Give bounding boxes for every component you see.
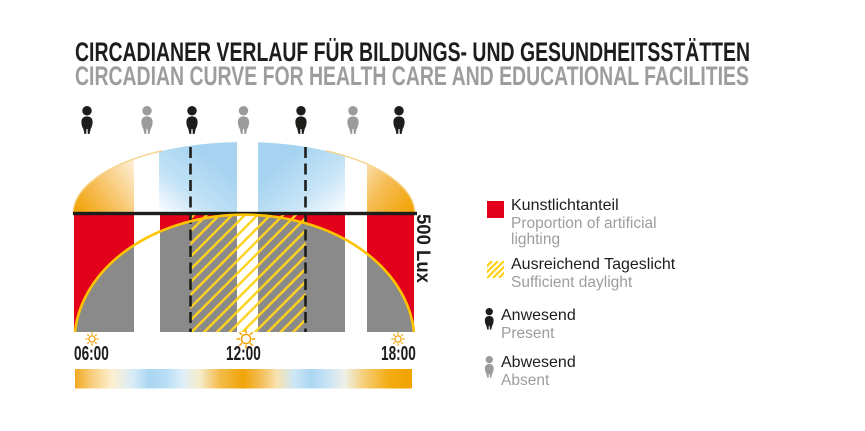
legend: Kunstlichtanteil Proportion of artificia… [483, 195, 763, 405]
x-tick-1200: 12:00 [226, 343, 261, 365]
sun-icon [85, 332, 99, 346]
presence-icon-absent [237, 106, 250, 134]
threshold-label: 500 Lux [412, 214, 434, 283]
legend-label-sufficient-daylight: Ausreichend Tageslicht [511, 256, 676, 273]
presence-icon-present [393, 106, 405, 134]
presence-icon-absent [347, 106, 359, 134]
time-of-day-gradient-bar [75, 369, 412, 389]
daylight-curve [73, 213, 416, 333]
legend-sublabel-sufficient-daylight: Sufficient daylight [511, 274, 633, 291]
legend-label-absent: Abwesend [501, 354, 576, 371]
page-title-german: CIRCADIANER VERLAUF FÜR BILDUNGS- UND GE… [75, 37, 750, 67]
x-tick-1800: 18:00 [381, 343, 416, 365]
sky-gradient-area [73, 142, 415, 214]
legend-label-artificial-light: Kunstlichtanteil [511, 197, 619, 214]
presence-icon-present [295, 106, 307, 134]
legend-label-present: Anwesend [501, 307, 576, 324]
absent-gap-1 [134, 213, 160, 332]
presence-icon-absent [141, 106, 153, 134]
legend-sublabel-absent: Absent [501, 372, 550, 389]
x-tick-0600: 06:00 [74, 343, 109, 365]
legend-swatch-sufficient-daylight [487, 261, 504, 278]
outer-arc-edge-right [325, 150, 416, 215]
sufficient-daylight-hatch [190, 213, 306, 332]
legend-sublabel-present: Present [501, 325, 555, 342]
person-absent-icon [484, 356, 495, 378]
legend-swatch-artificial-light [487, 201, 504, 218]
sun-icons [85, 329, 405, 349]
legend-sublabel-artificial-light: Proportion of artificial lighting [511, 215, 657, 248]
presence-icon-present [81, 106, 93, 134]
presence-icon-row [81, 106, 405, 134]
presence-icon-present [186, 106, 198, 134]
sun-icon [236, 329, 256, 349]
outer-arc-edge-left [72, 150, 163, 215]
absent-gap-3 [345, 213, 367, 332]
person-present-icon [484, 308, 495, 330]
sun-icon [391, 332, 405, 346]
page-title-english: CIRCADIAN CURVE FOR HEALTH CARE AND EDUC… [75, 61, 749, 91]
